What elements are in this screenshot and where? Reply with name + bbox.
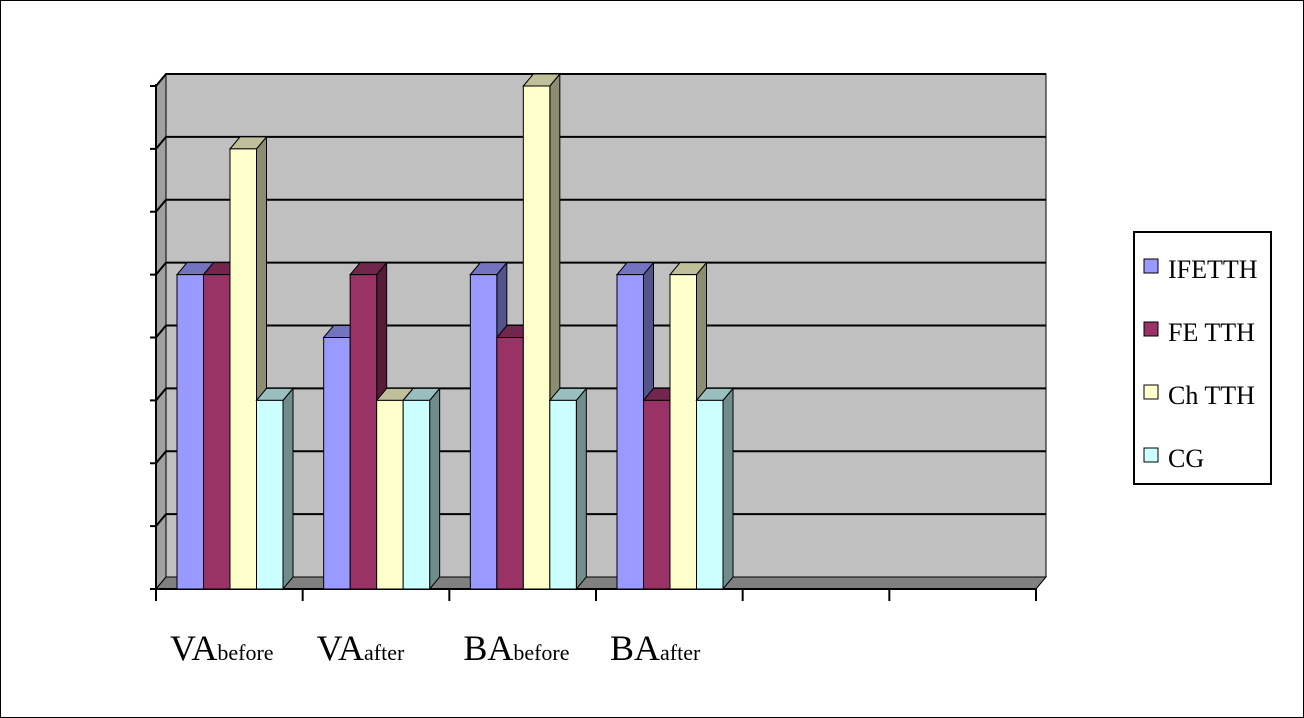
gridline — [155, 513, 1046, 527]
x-category-label: VAafter — [317, 628, 405, 668]
x-category-label: BAbefore — [463, 628, 569, 668]
gridline — [155, 387, 1046, 402]
bar-fe-tth — [203, 274, 231, 590]
bar-side — [722, 386, 734, 591]
gridline — [155, 198, 1046, 213]
legend-label: IFETTH — [1168, 255, 1258, 284]
bar-fe-tth — [643, 399, 671, 590]
bar-cg — [256, 399, 284, 590]
bar-side — [282, 386, 294, 591]
bar-ch-tth — [522, 85, 551, 590]
legend-label: FE TTH — [1168, 318, 1255, 347]
x-category-sub: after — [364, 640, 405, 665]
bar-ch-tth — [376, 399, 404, 590]
bar-ifetth — [469, 274, 498, 590]
x-category-label: VAbefore — [170, 628, 274, 668]
gridline — [155, 261, 1046, 276]
legend-label: CG — [1168, 444, 1204, 473]
bar-ch-tth — [669, 274, 697, 590]
legend-label: Ch TTH — [1168, 381, 1255, 410]
legend-swatch — [1143, 258, 1159, 274]
legend-swatch — [1143, 384, 1159, 400]
bar-cg — [402, 399, 431, 590]
bar-side — [429, 386, 441, 591]
legend-swatch — [1143, 321, 1159, 337]
x-category-main: VA — [317, 628, 364, 668]
gridline — [155, 450, 1046, 464]
bar-cg — [549, 399, 577, 590]
x-category-sub: before — [217, 640, 273, 665]
x-category-label: BAafter — [610, 628, 701, 668]
x-category-main: BA — [463, 628, 513, 668]
x-category-sub: before — [513, 640, 569, 665]
bar-ifetth — [323, 337, 351, 590]
gridline — [155, 324, 1046, 339]
bar-cg — [696, 399, 724, 590]
x-category-main: VA — [170, 628, 217, 668]
legend-swatch — [1143, 447, 1159, 463]
gridline — [155, 73, 1046, 87]
bar-ifetth — [616, 274, 644, 590]
legend-box — [1133, 231, 1272, 485]
x-category-main: BA — [610, 628, 660, 668]
bar-side — [575, 386, 587, 591]
bar-fe-tth — [496, 337, 524, 590]
bar-ch-tth — [229, 148, 257, 590]
gridline — [155, 135, 1046, 150]
x-category-sub: after — [660, 640, 701, 665]
bar-ifetth — [176, 274, 204, 590]
bar-fe-tth — [349, 274, 378, 590]
